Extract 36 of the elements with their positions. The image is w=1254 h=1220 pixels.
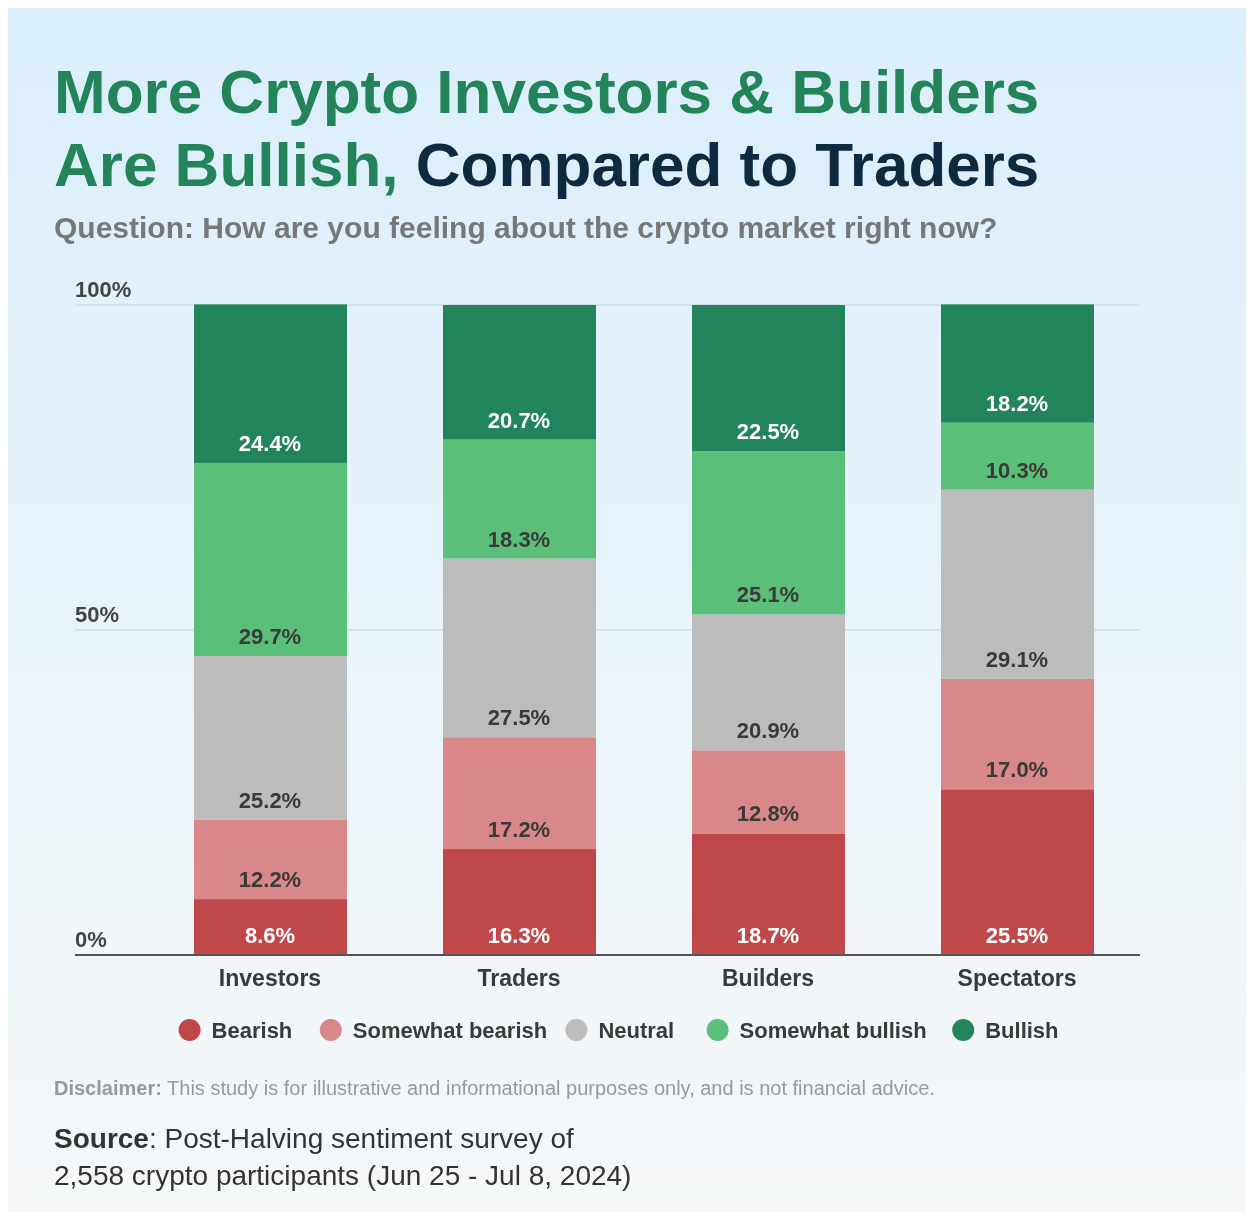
- y-tick-label: 100%: [75, 277, 132, 302]
- legend-label: Neutral: [598, 1018, 675, 1043]
- data-label: 25.1%: [736, 582, 800, 608]
- data-label: 18.2%: [985, 390, 1049, 416]
- legend-label: Somewhat bullish: [739, 1018, 927, 1043]
- data-label: 25.5%: [985, 923, 1049, 948]
- data-label: 12.2%: [238, 867, 302, 893]
- legend-label: Bearish: [211, 1018, 293, 1043]
- data-label: 25.2%: [238, 787, 302, 813]
- data-label: 27.5%: [487, 705, 551, 731]
- data-label: 18.3%: [487, 526, 551, 552]
- data-label: 16.3%: [487, 923, 551, 948]
- data-label: 29.7%: [238, 624, 302, 649]
- data-label: 20.7%: [487, 407, 551, 433]
- chart-title: More Crypto Investors & Builders Are Bullish, Compared to Traders: [54, 57, 1040, 199]
- chart-subtitle: Question: How are you feeling about the crypto market right now?: [54, 211, 998, 244]
- x-tick-label: Spectators: [957, 965, 1077, 991]
- data-label: 17.0%: [985, 757, 1049, 783]
- data-label: 8.6%: [244, 923, 296, 948]
- data-label: 24.4%: [238, 430, 302, 456]
- data-label: 29.1%: [985, 646, 1049, 672]
- x-tick-label: Builders: [721, 965, 815, 991]
- data-label: 12.8%: [736, 801, 800, 827]
- data-label: 18.7%: [736, 923, 800, 948]
- source-note: Source: Post-Halving sentiment survey of 2,558 crypto participants (Jun 25 - Jul 8, 2024): [54, 1123, 632, 1191]
- y-tick-label: 0%: [75, 927, 107, 952]
- text: Disclaimer: This study is for illustrative and informational purposes only, and is not financial advice.: [54, 1077, 935, 1099]
- data-label: 20.9%: [736, 718, 800, 744]
- data-label: 10.3%: [985, 457, 1049, 483]
- y-tick-label: 50%: [75, 602, 120, 627]
- legend-label: Bullish: [985, 1018, 1059, 1043]
- data-label: 17.2%: [487, 817, 551, 843]
- x-tick-label: Investors: [218, 965, 322, 991]
- legend-label: Somewhat bearish: [352, 1018, 548, 1043]
- data-label: 22.5%: [736, 419, 800, 445]
- x-tick-label: Traders: [477, 965, 561, 991]
